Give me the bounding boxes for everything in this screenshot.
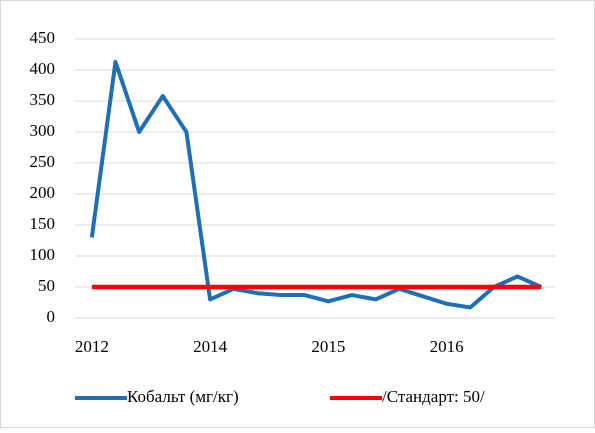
legend-label: /Стандарт: 50/ <box>382 387 485 406</box>
x-tick-label: 2012 <box>75 337 109 356</box>
y-tick-label: 200 <box>30 183 56 202</box>
x-tick-label: 2015 <box>311 337 345 356</box>
y-tick-label: 0 <box>47 307 56 326</box>
x-tick-label: 2016 <box>430 337 464 356</box>
y-tick-label: 300 <box>30 121 56 140</box>
y-tick-label: 150 <box>30 214 56 233</box>
legend-label: Кобальт (мг/кг) <box>127 387 239 406</box>
x-tick-label: 2014 <box>193 337 228 356</box>
y-tick-label: 400 <box>30 59 56 78</box>
y-tick-label: 250 <box>30 152 56 171</box>
series-line <box>89 59 542 310</box>
y-tick-label: 450 <box>30 28 56 47</box>
y-tick-label: 50 <box>38 276 55 295</box>
y-tick-label: 350 <box>30 90 56 109</box>
y-tick-label: 100 <box>30 245 56 264</box>
